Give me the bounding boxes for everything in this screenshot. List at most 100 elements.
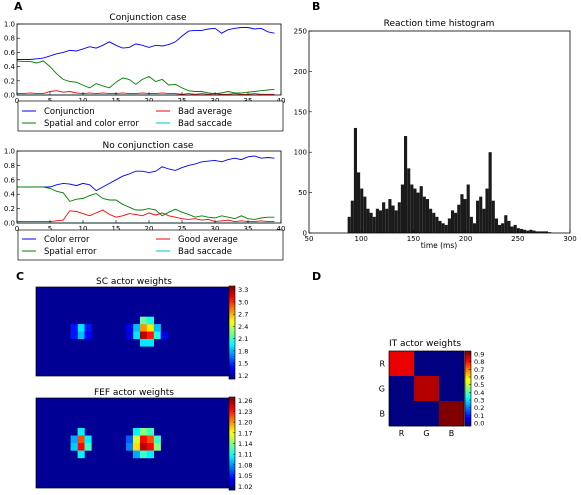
colorbar-tick-label: 3.3 [238,286,248,294]
colorbar-tick-label: 1.2 [238,372,248,380]
heatmap-cell [133,324,141,332]
colorbar-segment [229,355,235,359]
colorbar-segment [229,420,235,423]
colorbar-segment [229,399,235,402]
legend-label-bad-average: Bad average [178,107,232,117]
x-tick-label: 5 [48,225,52,233]
histogram-bar [526,230,530,233]
heatmap-cell [84,324,92,332]
colorbar-segment [229,455,235,458]
histogram-bar [435,216,439,233]
colorbar-segment [229,424,235,428]
heatmap-cell [126,435,134,444]
colorbar-segment [229,441,235,444]
colorbar-segment [229,459,235,463]
histogram-bar [519,228,524,233]
legend-label-color-error: Color error [44,235,90,245]
colorbar-segment [229,464,235,468]
histogram-bar [482,208,486,233]
histogram-bar [444,224,448,233]
colorbar-segment [465,401,471,404]
heatmap-cell [146,428,154,436]
colorbar-segment [229,415,235,419]
histogram-bar [491,200,495,233]
colorbar-tick-label: 1.08 [238,461,252,469]
y-tick-label: 1.0 [4,21,15,29]
histogram-bar [479,196,483,233]
heatmap-cell [84,443,92,451]
colorbar-segment [465,418,471,421]
colorbar-segment [229,369,235,373]
conjunction-chart-title: Conjunction case [109,13,187,23]
x-tick-label: 10 [79,225,88,233]
heatmap-cell [126,443,134,451]
histogram-bar [532,230,536,233]
series-line-color-error [17,155,275,192]
y-tick-label: 0 [303,230,307,238]
heatmap-cell [153,324,161,332]
colorbar-segment [465,414,471,417]
colorbar-tick-label: 3.0 [238,298,248,306]
heatmap-cell [70,443,78,451]
histogram-bar [460,194,464,233]
colorbar-segment [465,424,471,427]
colorbar-segment [229,302,235,305]
histogram-bar [385,208,389,233]
colorbar-segment [229,429,235,433]
histogram-bar [429,208,433,233]
colorbar-segment [229,360,235,364]
colorbar-segment [229,450,235,454]
heatmap-cell [146,338,154,347]
colorbar-segment [229,376,235,380]
histogram-bar [388,199,392,233]
colorbar-segment [229,406,235,409]
histogram-bar [497,224,502,233]
colorbar-segment [229,448,235,451]
panel-letter-a: A [14,0,23,13]
it-weights-heatmap: IT actor weights R G BRGB0.90.80.70.60.50.… [379,339,485,438]
colorbar-segment [229,316,235,319]
colorbar-segment [465,422,471,425]
heatmap-cell [139,443,148,451]
colorbar-segment [229,471,235,475]
heatmap-cell [77,324,85,332]
heatmap-cell [146,331,154,340]
x-tick-label: 25 [178,225,187,233]
histogram-bar [538,231,542,233]
histogram-bar [375,208,379,233]
heatmap-cell [77,443,85,451]
colorbar-tick-label: 0.8 [474,358,484,366]
histogram-bar [472,223,477,233]
histogram-bar [400,184,404,233]
colorbar-segment [465,416,471,419]
colorbar-segment [229,427,235,430]
histogram-bar [463,199,467,233]
x-tick-label: 40 [277,225,286,233]
colorbar-segment [465,409,471,412]
colorbar-segment [465,352,471,356]
colorbar-tick-label: 1.02 [238,483,252,491]
heatmap-cell [126,331,134,340]
histogram-bar [404,136,408,233]
histogram-bar [457,204,461,233]
heatmap-cell [77,450,85,459]
colorbar-segment [465,390,471,393]
series-line-good-average [17,209,275,223]
histogram-bar [529,229,533,233]
histogram-bar [513,224,517,233]
heatmap-cell [153,443,161,451]
colorbar-segment [229,452,235,456]
heatmap-cell [126,324,134,332]
histogram-title: Reaction time histogram [384,19,495,29]
colorbar-tick-label: 0.3 [474,397,484,405]
colorbar-tick-label: 2.1 [238,335,248,343]
x-tick-label: 35 [244,225,253,233]
heatmap-cell [84,435,92,444]
panel-letter-d: D [312,270,321,283]
colorbar-tick-label: 0.9 [474,351,484,359]
colorbar-tick-label: 1.20 [238,419,252,427]
heatmap-cell [133,428,141,436]
y-tick-label: 0.6 [4,176,16,184]
y-tick-label: 0.2 [4,77,15,85]
histogram-bar [510,226,514,233]
